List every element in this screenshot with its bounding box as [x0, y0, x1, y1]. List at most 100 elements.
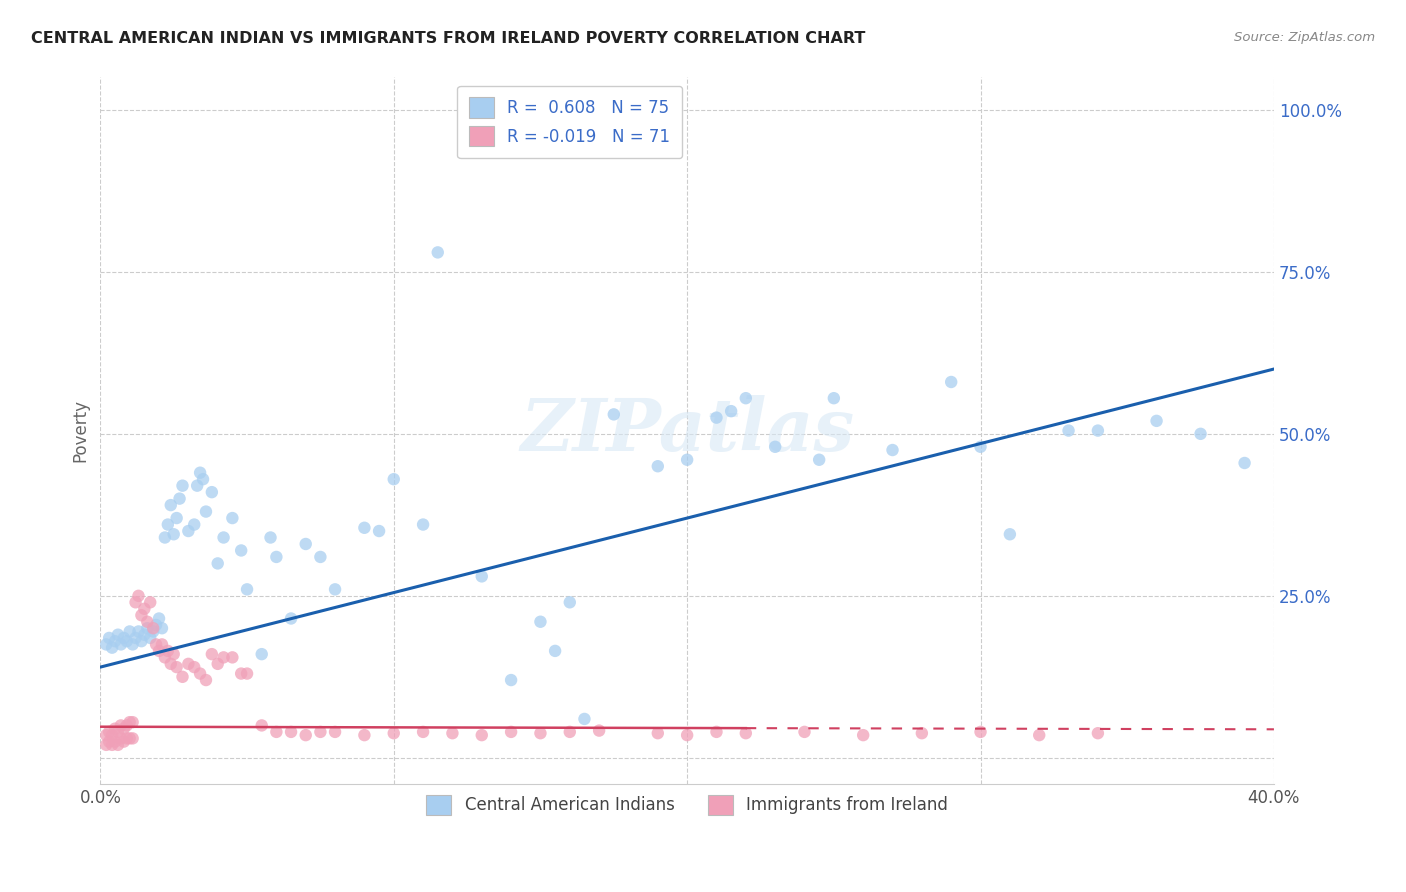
Point — [207, 557, 229, 571]
Point — [124, 631, 146, 645]
Point — [734, 726, 756, 740]
Point — [309, 725, 332, 739]
Point — [544, 644, 567, 658]
Point — [134, 628, 156, 642]
Point — [412, 725, 434, 739]
Point — [368, 524, 391, 538]
Point — [194, 505, 217, 519]
Point — [1028, 728, 1050, 742]
Point — [793, 725, 815, 739]
Point — [124, 595, 146, 609]
Point — [115, 731, 138, 746]
Point — [150, 621, 173, 635]
Point — [323, 582, 346, 597]
Point — [110, 637, 132, 651]
Point — [574, 712, 596, 726]
Point — [115, 634, 138, 648]
Point — [1087, 424, 1109, 438]
Point — [266, 549, 288, 564]
Point — [169, 491, 191, 506]
Point — [212, 650, 235, 665]
Point — [852, 728, 875, 742]
Point — [104, 634, 127, 648]
Text: ZIPatlas: ZIPatlas — [520, 395, 855, 467]
Point — [153, 531, 176, 545]
Point — [501, 725, 523, 739]
Point — [177, 657, 200, 671]
Point — [186, 478, 208, 492]
Point — [118, 624, 141, 639]
Text: Source: ZipAtlas.com: Source: ZipAtlas.com — [1234, 31, 1375, 45]
Point — [110, 718, 132, 732]
Point — [720, 404, 742, 418]
Point — [128, 624, 150, 639]
Point — [221, 511, 243, 525]
Point — [501, 673, 523, 687]
Point — [183, 660, 205, 674]
Point — [558, 595, 581, 609]
Point — [734, 391, 756, 405]
Point — [558, 725, 581, 739]
Point — [98, 725, 121, 739]
Point — [969, 725, 991, 739]
Point — [188, 666, 211, 681]
Point — [426, 245, 449, 260]
Point — [131, 608, 153, 623]
Point — [139, 631, 162, 645]
Point — [121, 637, 143, 651]
Point — [188, 466, 211, 480]
Text: CENTRAL AMERICAN INDIAN VS IMMIGRANTS FROM IRELAND POVERTY CORRELATION CHART: CENTRAL AMERICAN INDIAN VS IMMIGRANTS FR… — [31, 31, 865, 46]
Point — [1057, 424, 1080, 438]
Point — [1087, 726, 1109, 740]
Point — [156, 644, 179, 658]
Point — [441, 726, 464, 740]
Point — [118, 731, 141, 746]
Point — [98, 631, 121, 645]
Point — [941, 375, 963, 389]
Point — [142, 624, 165, 639]
Point — [96, 738, 118, 752]
Point — [529, 726, 551, 740]
Point — [647, 726, 669, 740]
Point — [969, 440, 991, 454]
Point — [142, 621, 165, 635]
Point — [131, 634, 153, 648]
Point — [1189, 426, 1212, 441]
Point — [221, 650, 243, 665]
Point — [882, 443, 904, 458]
Point — [676, 728, 699, 742]
Point — [121, 715, 143, 730]
Point — [201, 647, 224, 661]
Point — [207, 657, 229, 671]
Point — [1233, 456, 1256, 470]
Point — [763, 440, 786, 454]
Point — [101, 640, 124, 655]
Point — [128, 589, 150, 603]
Point — [159, 498, 181, 512]
Point — [177, 524, 200, 538]
Point — [166, 511, 188, 525]
Point — [588, 723, 610, 738]
Point — [134, 601, 156, 615]
Point — [471, 569, 494, 583]
Y-axis label: Poverty: Poverty — [72, 399, 89, 462]
Point — [808, 452, 831, 467]
Point — [121, 731, 143, 746]
Point — [191, 472, 214, 486]
Point — [236, 582, 259, 597]
Point — [194, 673, 217, 687]
Point — [294, 537, 316, 551]
Point — [107, 628, 129, 642]
Point — [148, 611, 170, 625]
Point — [353, 521, 375, 535]
Point — [148, 644, 170, 658]
Point — [998, 527, 1021, 541]
Point — [96, 637, 118, 651]
Point — [1146, 414, 1168, 428]
Point — [471, 728, 494, 742]
Point — [101, 738, 124, 752]
Point — [294, 728, 316, 742]
Point — [231, 666, 253, 681]
Point — [259, 531, 281, 545]
Point — [323, 725, 346, 739]
